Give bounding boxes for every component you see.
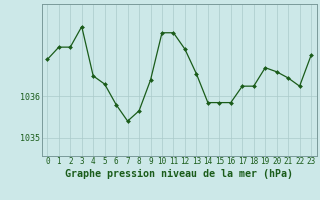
X-axis label: Graphe pression niveau de la mer (hPa): Graphe pression niveau de la mer (hPa) <box>65 169 293 179</box>
